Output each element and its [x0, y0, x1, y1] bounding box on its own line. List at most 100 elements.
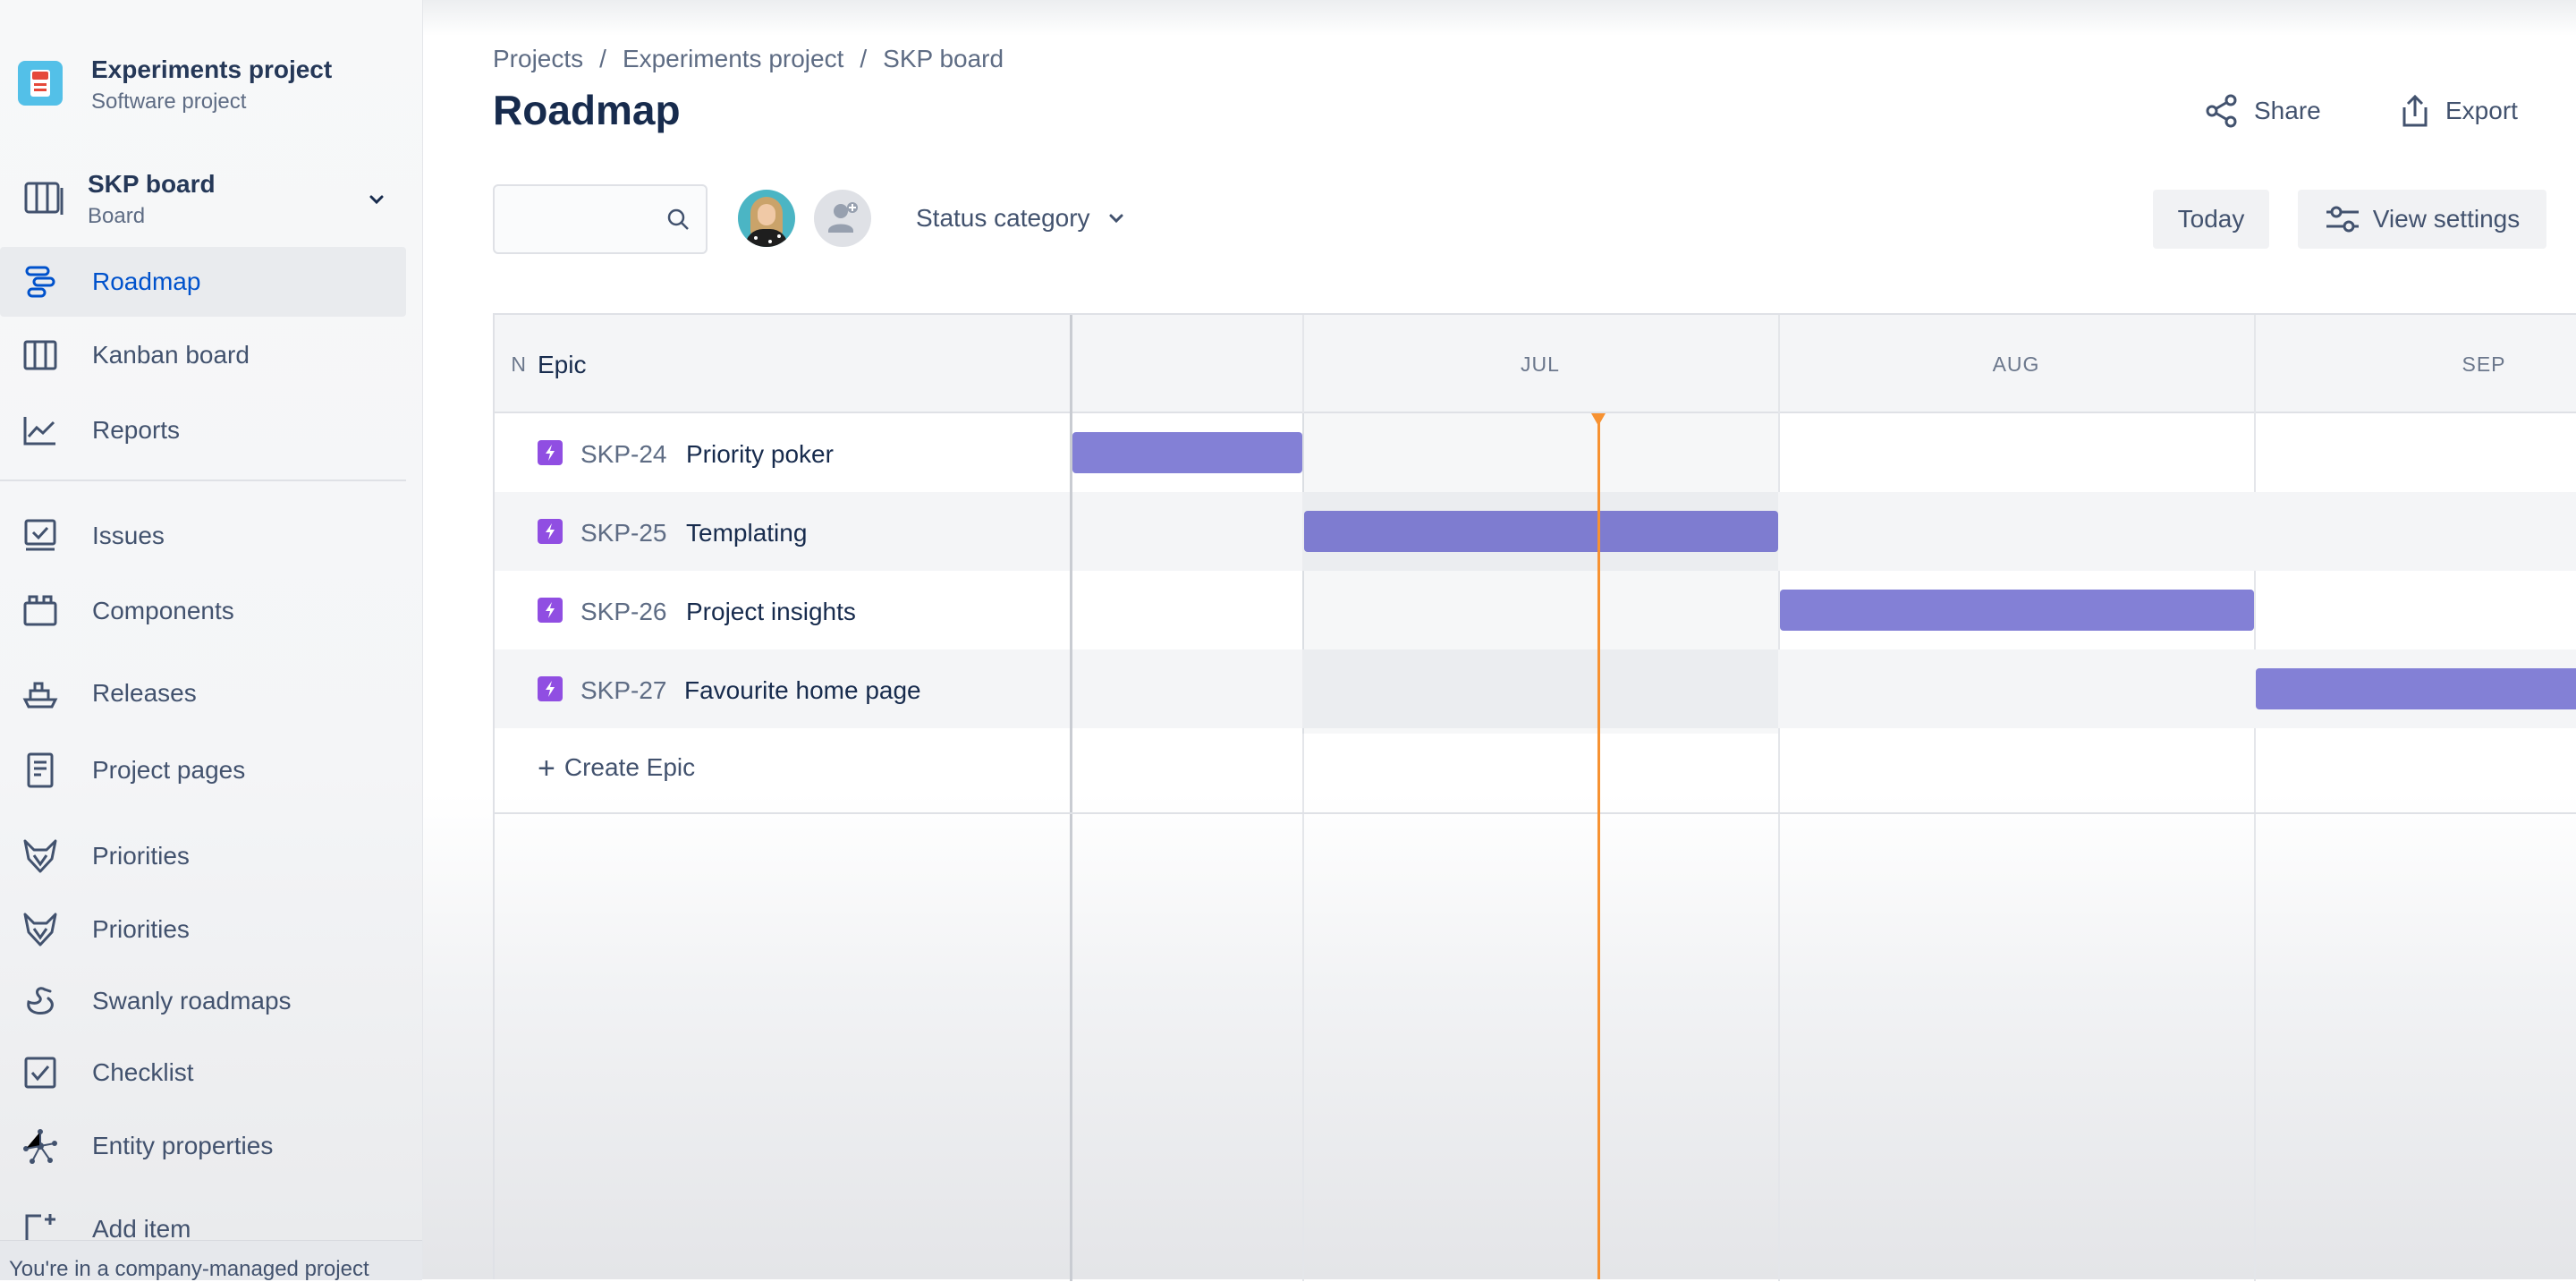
company-managed-text: You're in a company-managed project [9, 1257, 369, 1281]
month-divider [1302, 315, 1304, 1281]
sidebar-item-priorities[interactable]: Priorities [0, 821, 406, 891]
epic-key: SKP-24 [580, 440, 667, 468]
epic-row[interactable]: SKP-25 Templating [495, 492, 2576, 571]
user-avatar[interactable] [738, 190, 795, 247]
epic-icon [538, 598, 563, 623]
checklist-icon [24, 1057, 56, 1089]
sidebar-item-reports[interactable]: Reports [0, 395, 406, 465]
epic-key: SKP-25 [580, 519, 667, 547]
roadmap-header: Epic [495, 315, 2576, 413]
project-avatar-icon [18, 61, 63, 106]
epic-icon [538, 519, 563, 544]
board-type: Board [88, 204, 146, 228]
settings-sliders-icon [2326, 206, 2359, 233]
sidebar-item-label: Priorities [92, 842, 190, 870]
project-type: Software project [91, 89, 247, 114]
month-label-jul: JUL [1521, 352, 1560, 376]
sidebar-item-project-pages[interactable]: Project pages [0, 735, 406, 805]
company-managed-notice: You're in a company-managed project [0, 1240, 422, 1281]
sidebar-item-label: Entity properties [92, 1132, 274, 1159]
top-shadow [423, 0, 2576, 36]
chevron-down-icon [1109, 214, 1123, 224]
breadcrumb: Projects / Experiments project / SKP board [493, 45, 1004, 72]
epic-timeline-bar[interactable] [1780, 590, 2254, 631]
sidebar-item-releases[interactable]: Releases [0, 658, 406, 728]
export-label: Export [2445, 97, 2518, 124]
sidebar-item-kanban-board[interactable]: Kanban board [0, 320, 406, 390]
sidebar-item-entity-properties[interactable]: Entity properties [0, 1111, 406, 1181]
sidebar-item-components[interactable]: Components [0, 576, 406, 646]
epic-name[interactable]: Templating [686, 519, 808, 547]
pages-icon [27, 752, 54, 788]
breadcrumb-board[interactable]: SKP board [883, 45, 1004, 72]
epic-column-header: Epic [538, 351, 587, 378]
epic-icon [538, 440, 563, 465]
sidebar-item-label: Roadmap [92, 267, 201, 295]
today-marker-handle[interactable] [1591, 413, 1606, 426]
view-settings-button[interactable]: View settings [2298, 190, 2546, 249]
epic-row[interactable]: SKP-24 Priority poker [495, 413, 2576, 492]
board-selector[interactable]: SKP board Board [18, 166, 411, 234]
share-icon [2206, 94, 2237, 128]
today-button[interactable]: Today [2153, 190, 2269, 249]
month-divider [2254, 315, 2256, 1281]
roadmap-grid: Epic JUN JUL AUG SEP SKP-24 Priority pok… [493, 313, 2576, 1281]
status-category-filter[interactable]: Status category [916, 191, 1126, 245]
project-header[interactable]: Experiments project Software project [18, 52, 411, 123]
issues-icon [24, 519, 56, 551]
epic-icon [538, 676, 563, 701]
share-label: Share [2254, 97, 2321, 124]
epic-timeline-bar[interactable] [1304, 511, 1778, 552]
page-title: Roadmap [493, 87, 681, 133]
epic-name[interactable]: Priority poker [686, 440, 834, 468]
create-epic-label: Create Epic [564, 753, 696, 781]
chevron-down-icon [369, 195, 384, 205]
sidebar-item-label: Components [92, 597, 234, 624]
kanban-icon [23, 340, 57, 370]
add-user-icon [828, 202, 858, 233]
sidebar-item-checklist[interactable]: Checklist [0, 1038, 406, 1108]
export-button[interactable]: Export [2399, 84, 2518, 138]
epic-column-divider [1070, 315, 1072, 1281]
create-epic-row: + Create Epic [495, 728, 2576, 807]
create-epic-button[interactable]: + Create Epic [538, 751, 695, 786]
board-icon [24, 182, 64, 215]
sidebar-item-add-item[interactable]: Add item [0, 1195, 406, 1263]
view-settings-label: View settings [2372, 205, 2521, 233]
epic-key: SKP-27 [580, 676, 667, 704]
sidebar-item-label: Swanly roadmaps [92, 987, 292, 1015]
sidebar-item-roadmap[interactable]: Roadmap [0, 247, 406, 317]
sidebar-item-label: Priorities [92, 915, 190, 943]
sidebar-item-priorities-2[interactable]: Priorities [0, 895, 406, 964]
epic-name[interactable]: Project insights [686, 598, 856, 625]
plus-icon: + [538, 751, 555, 785]
swan-icon [27, 987, 54, 1015]
sidebar-item-label: Add item [92, 1215, 191, 1243]
reports-icon [23, 417, 55, 446]
sidebar-item-label: Checklist [92, 1058, 194, 1086]
sidebar-item-label: Project pages [92, 756, 246, 784]
board-name: SKP board [88, 170, 216, 198]
epic-key: SKP-26 [580, 598, 667, 625]
add-item-icon [25, 1214, 55, 1244]
epic-timeline-bar[interactable] [1072, 432, 1302, 473]
rows-bottom-border [493, 812, 2576, 814]
sidebar-item-issues[interactable]: Issues [0, 501, 406, 571]
month-divider [1778, 315, 1780, 1281]
month-label-aug: AUG [1992, 352, 2040, 376]
sidebar-item-swanly-roadmaps[interactable]: Swanly roadmaps [0, 966, 406, 1036]
sidebar-divider [0, 480, 406, 481]
epic-row[interactable]: SKP-27 Favourite home page [495, 649, 2576, 728]
sidebar-item-label: Kanban board [92, 341, 250, 369]
sidebar-item-label: Issues [92, 522, 165, 549]
epic-timeline-bar[interactable] [2256, 668, 2576, 709]
sidebar-item-label: Reports [92, 416, 181, 444]
breadcrumb-projects[interactable]: Projects [493, 45, 584, 72]
search-input[interactable] [493, 184, 708, 254]
current-month-shade [1302, 413, 1778, 734]
breadcrumb-project[interactable]: Experiments project [622, 45, 844, 72]
epic-name[interactable]: Favourite home page [684, 676, 921, 704]
epic-row[interactable]: SKP-26 Project insights [495, 571, 2576, 649]
add-people-button[interactable] [814, 190, 871, 247]
share-button[interactable]: Share [2204, 84, 2321, 138]
